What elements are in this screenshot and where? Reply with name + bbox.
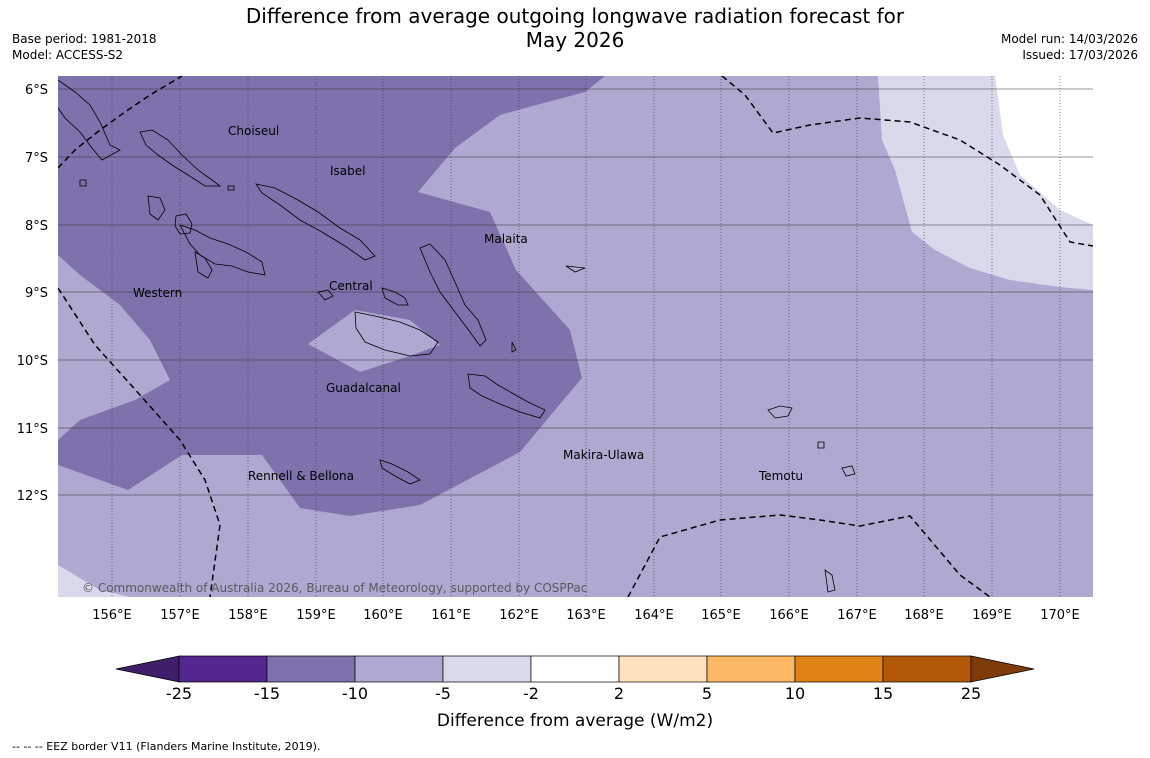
colorbar: -25 -15 -10 -5 -2 2 5 10 15 25 Differenc… (115, 655, 1035, 731)
meta-right: Model run: 14/03/2026 Issued: 17/03/2026 (1001, 31, 1138, 63)
cbar-tick-label: 2 (614, 684, 624, 703)
issued-date: Issued: 17/03/2026 (1022, 48, 1138, 62)
cbar-extend-low (115, 655, 180, 683)
field-minus5-to-minus2-sw (58, 565, 130, 597)
cbar-swatch (178, 655, 268, 683)
place-western: Western (133, 286, 182, 300)
colorbar-swatches (115, 655, 1035, 683)
cbar-swatch (266, 655, 356, 683)
lat-label: 9°S (25, 286, 48, 301)
lon-label: 167°E (837, 608, 877, 623)
cbar-tick-label: -10 (342, 684, 368, 703)
cbar-swatch (794, 655, 884, 683)
lat-label: 8°S (25, 219, 48, 234)
lon-label: 161°E (431, 608, 471, 623)
cbar-swatch (530, 655, 620, 683)
cbar-tick-label: 5 (702, 684, 712, 703)
copyright-text: © Commonwealth of Australia 2026, Bureau… (82, 581, 587, 595)
cbar-extend-high (970, 655, 1035, 683)
lon-label: 169°E (972, 608, 1012, 623)
cbar-swatch (442, 655, 532, 683)
place-choiseul: Choiseul (228, 124, 279, 138)
place-temotu: Temotu (758, 469, 803, 483)
field-hole-guadalcanal (308, 310, 440, 372)
lon-label: 165°E (701, 608, 741, 623)
lon-label: 168°E (904, 608, 944, 623)
cbar-tick-label: -2 (523, 684, 539, 703)
cbar-swatch (354, 655, 444, 683)
cbar-tick-label: -25 (166, 684, 192, 703)
cbar-swatch (706, 655, 796, 683)
field-minus15-to-minus10 (58, 76, 605, 516)
lon-label: 164°E (634, 608, 674, 623)
lat-label: 7°S (25, 151, 48, 166)
place-isabel: Isabel (330, 164, 365, 178)
lon-label: 159°E (296, 608, 336, 623)
lat-label: 12°S (17, 489, 48, 504)
lon-label: 163°E (566, 608, 606, 623)
graticule (58, 76, 1093, 597)
cbar-tick-label: 15 (873, 684, 893, 703)
lon-label: 156°E (92, 608, 132, 623)
lon-label: 160°E (363, 608, 403, 623)
place-makira-ulawa: Makira-Ulawa (563, 448, 644, 462)
model-run: Model run: 14/03/2026 (1000, 32, 1138, 46)
map-area: Choiseul Isabel Malaita Western Central … (58, 76, 1093, 597)
cbar-tick-label: 25 (961, 684, 981, 703)
lon-label: 162°E (499, 608, 539, 623)
colorbar-ticks: -25 -15 -10 -5 -2 2 5 10 15 25 (166, 684, 981, 703)
base-period: Base period: 1981-2018 (12, 32, 157, 46)
lon-label: 170°E (1040, 608, 1080, 623)
lat-label: 11°S (17, 422, 48, 437)
latitude-labels: 6°S 7°S 8°S 9°S 10°S 11°S 12°S (17, 83, 48, 504)
place-guadalcanal: Guadalcanal (326, 381, 401, 395)
lon-label: 157°E (160, 608, 200, 623)
lon-label: 166°E (769, 608, 809, 623)
chart-title: Difference from average outgoing longwav… (245, 4, 905, 52)
place-central: Central (329, 279, 373, 293)
lon-label: 158°E (228, 608, 268, 623)
place-labels: Choiseul Isabel Malaita Western Central … (133, 124, 803, 483)
coastlines (58, 79, 856, 593)
footnote: -- -- -- EEZ border V11 (Flanders Marine… (12, 740, 321, 753)
longitude-labels: 156°E 157°E 158°E 159°E 160°E 161°E 162°… (92, 608, 1080, 623)
cbar-swatch (882, 655, 972, 683)
meta-left: Base period: 1981-2018 Model: ACCESS-S2 (12, 31, 157, 63)
lat-label: 10°S (17, 354, 48, 369)
map-figure: Choiseul Isabel Malaita Western Central … (17, 76, 1093, 731)
eez-border (58, 76, 1093, 597)
cbar-tick-label: -5 (435, 684, 451, 703)
cbar-tick-label: -15 (254, 684, 280, 703)
model-name: Model: ACCESS-S2 (12, 48, 124, 62)
cbar-swatch (618, 655, 708, 683)
place-rennell-bellona: Rennell & Bellona (248, 469, 354, 483)
colorbar-title: Difference from average (W/m2) (437, 711, 713, 731)
field-near-zero-ne (995, 76, 1093, 225)
place-malaita: Malaita (484, 232, 528, 246)
lat-label: 6°S (25, 83, 48, 98)
cbar-tick-label: 10 (785, 684, 805, 703)
